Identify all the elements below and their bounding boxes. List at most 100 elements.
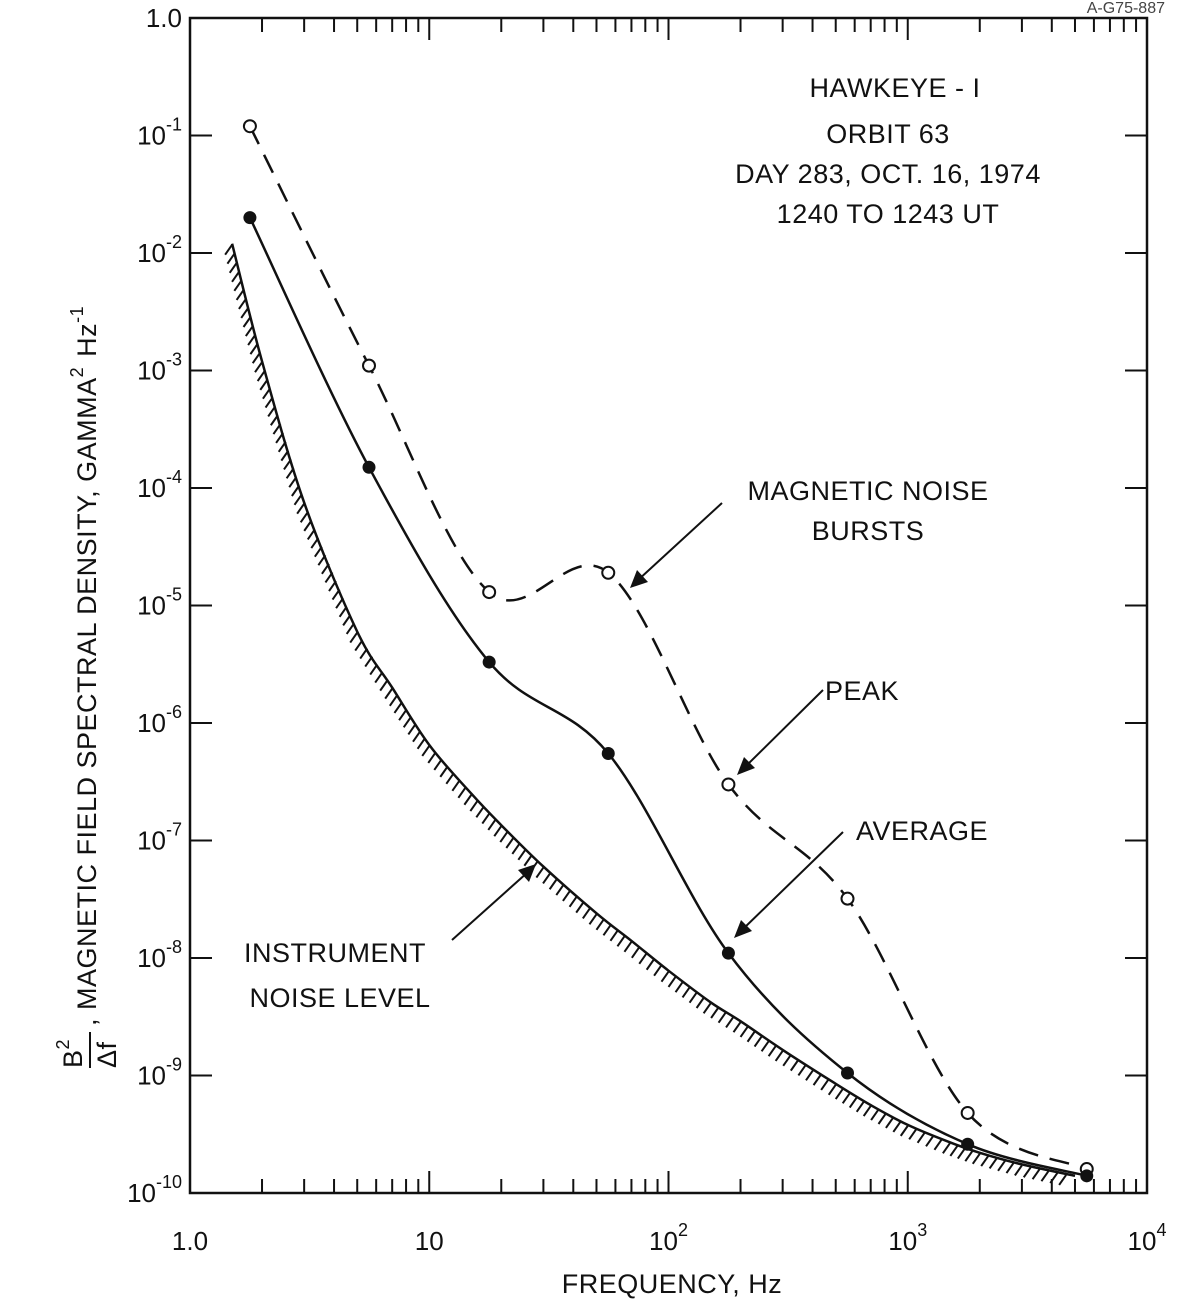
- hatch-mark: [908, 1128, 917, 1140]
- hatch-mark: [916, 1132, 926, 1144]
- hatch-mark: [342, 614, 351, 626]
- hatch-mark: [760, 1040, 770, 1052]
- hatch-mark: [251, 352, 261, 364]
- hatch-mark: [416, 738, 426, 750]
- x-tick-label: 1.0: [172, 1226, 208, 1256]
- svg-text:, MAGNETIC FIELD SPECTRAL DENS: , MAGNETIC FIELD SPECTRAL DENSITY, GAMMA…: [67, 306, 102, 1026]
- x-axis-title: FREQUENCY, Hz: [562, 1269, 783, 1299]
- info-line-2: ORBIT 63: [826, 119, 950, 149]
- peak-arrowhead: [737, 757, 755, 775]
- hatch-mark: [245, 325, 254, 337]
- hatch-mark: [354, 640, 364, 652]
- hatch-mark: [427, 752, 437, 764]
- peak-point: [840, 891, 855, 906]
- hatch-mark: [226, 253, 236, 265]
- average-arrow: [741, 831, 844, 931]
- hatch-mark: [957, 1147, 966, 1160]
- peak-point: [601, 565, 616, 580]
- figure-number: A-G75-887: [1086, 0, 1165, 17]
- hatch-mark: [971, 1153, 981, 1165]
- data-curves: [230, 125, 1088, 1178]
- hatch-mark: [505, 837, 515, 849]
- hatch-mark: [767, 1045, 777, 1057]
- hatch-mark: [1022, 1166, 1032, 1178]
- peak-point: [960, 1105, 975, 1120]
- x-tick-label: 10: [415, 1226, 444, 1256]
- instrument-label-line-2: NOISE LEVEL: [249, 983, 430, 1013]
- y-axis-title-gamma-exp: 2: [67, 367, 87, 378]
- hatch-mark: [980, 1155, 990, 1167]
- hatch-mark: [535, 866, 545, 879]
- axis-tick-labels: 1.0 10 102 103 104 1.0 10-1 10-2 10-3 10-4 10-5 10-…: [127, 3, 1166, 1256]
- bursts-arrowhead: [630, 570, 648, 588]
- average-curve: [248, 217, 1088, 1178]
- hatch-mark: [964, 1150, 974, 1162]
- peak-point: [721, 777, 736, 792]
- x-tick-label: 103: [888, 1220, 927, 1256]
- hatch-mark: [349, 631, 359, 644]
- hatch-mark: [445, 773, 455, 785]
- average-label: AVERAGE: [856, 816, 988, 846]
- hatch-mark: [1040, 1170, 1050, 1182]
- hatch-mark: [548, 878, 558, 890]
- hatch-mark: [645, 959, 655, 971]
- hatch-mark: [892, 1121, 902, 1133]
- hatch-mark: [789, 1060, 799, 1072]
- hatch-mark: [997, 1160, 1006, 1172]
- hatch-mark: [475, 806, 485, 818]
- y-axis-title-fraction-num: B: [58, 1049, 88, 1068]
- info-line-1: HAWKEYE - I: [809, 73, 980, 103]
- y-tick-label: 10-4: [137, 467, 182, 503]
- hatch-mark: [774, 1050, 784, 1062]
- hatch-mark: [224, 244, 233, 256]
- hatch-mark: [725, 1016, 734, 1029]
- info-line-3: DAY 283, OCT. 16, 1974: [735, 159, 1041, 189]
- hatch-mark: [753, 1035, 763, 1048]
- hatch-mark: [389, 695, 398, 707]
- hatch-mark: [259, 379, 269, 391]
- y-tick-label: 10-8: [137, 937, 182, 973]
- hatch-mark: [262, 388, 271, 400]
- hatch-mark: [240, 307, 250, 319]
- hatch-mark: [233, 280, 243, 292]
- hatch-mark: [870, 1109, 879, 1121]
- hatch-mark: [242, 316, 252, 328]
- hatch-mark: [523, 855, 533, 867]
- y-axis-title: B2 Δf , MAGNETIC FIELD SPECTRAL DENSITY,…: [53, 306, 122, 1068]
- hatch-mark: [238, 298, 247, 310]
- hatch-mark: [235, 289, 245, 301]
- hatch-mark: [739, 1026, 749, 1038]
- hatch-mark: [421, 745, 431, 757]
- instrument-label-line-1: INSTRUMENT: [244, 938, 426, 968]
- y-tick-label: 10-9: [137, 1055, 182, 1091]
- hatch-mark: [695, 997, 705, 1009]
- hatch-mark: [588, 913, 598, 925]
- hatch-mark: [602, 924, 612, 936]
- hatch-mark: [542, 872, 551, 884]
- hatch-mark: [231, 271, 240, 283]
- hatch-mark: [1014, 1164, 1023, 1177]
- hatch-mark: [925, 1135, 934, 1147]
- hatch-mark: [942, 1142, 951, 1154]
- hatch-mark: [582, 907, 591, 920]
- x-tick-label: 102: [649, 1220, 688, 1256]
- hatch-mark: [848, 1096, 858, 1109]
- hatch-mark: [407, 723, 417, 736]
- hatch-mark: [499, 831, 509, 843]
- y-tick-label: 10-7: [137, 820, 182, 856]
- bursts-label-line-1: MAGNETIC NOISE: [747, 476, 988, 506]
- bursts-label-line-2: BURSTS: [812, 516, 925, 546]
- hatch-mark: [575, 902, 585, 914]
- hatch-mark: [254, 361, 263, 373]
- hatch-mark: [451, 780, 461, 792]
- hatch-mark: [862, 1105, 872, 1117]
- hatch-mark: [805, 1069, 814, 1081]
- y-axis-title-hz-exp: -1: [67, 306, 87, 323]
- hatch-mark: [493, 825, 503, 837]
- hatch-mark: [568, 896, 578, 908]
- annotations: MAGNETIC NOISE BURSTS PEAK AVERAGE INSTR…: [244, 476, 988, 1013]
- hatch-mark: [631, 947, 640, 959]
- x-tick-label: 104: [1128, 1220, 1167, 1256]
- data-markers: [242, 119, 1094, 1183]
- y-axis-title-hz: Hz: [72, 323, 102, 357]
